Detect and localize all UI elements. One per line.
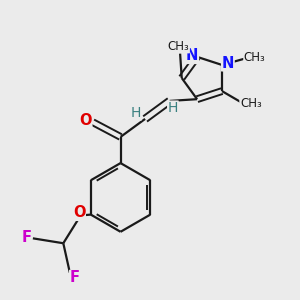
- Text: F: F: [70, 270, 80, 285]
- Text: H: H: [131, 106, 141, 120]
- Text: F: F: [21, 230, 31, 245]
- Text: CH₃: CH₃: [168, 40, 189, 53]
- Text: O: O: [73, 205, 85, 220]
- Text: O: O: [79, 113, 92, 128]
- Text: H: H: [168, 101, 178, 115]
- Text: N: N: [222, 56, 234, 71]
- Text: N: N: [186, 48, 198, 63]
- Text: CH₃: CH₃: [244, 51, 266, 64]
- Text: CH₃: CH₃: [240, 97, 262, 110]
